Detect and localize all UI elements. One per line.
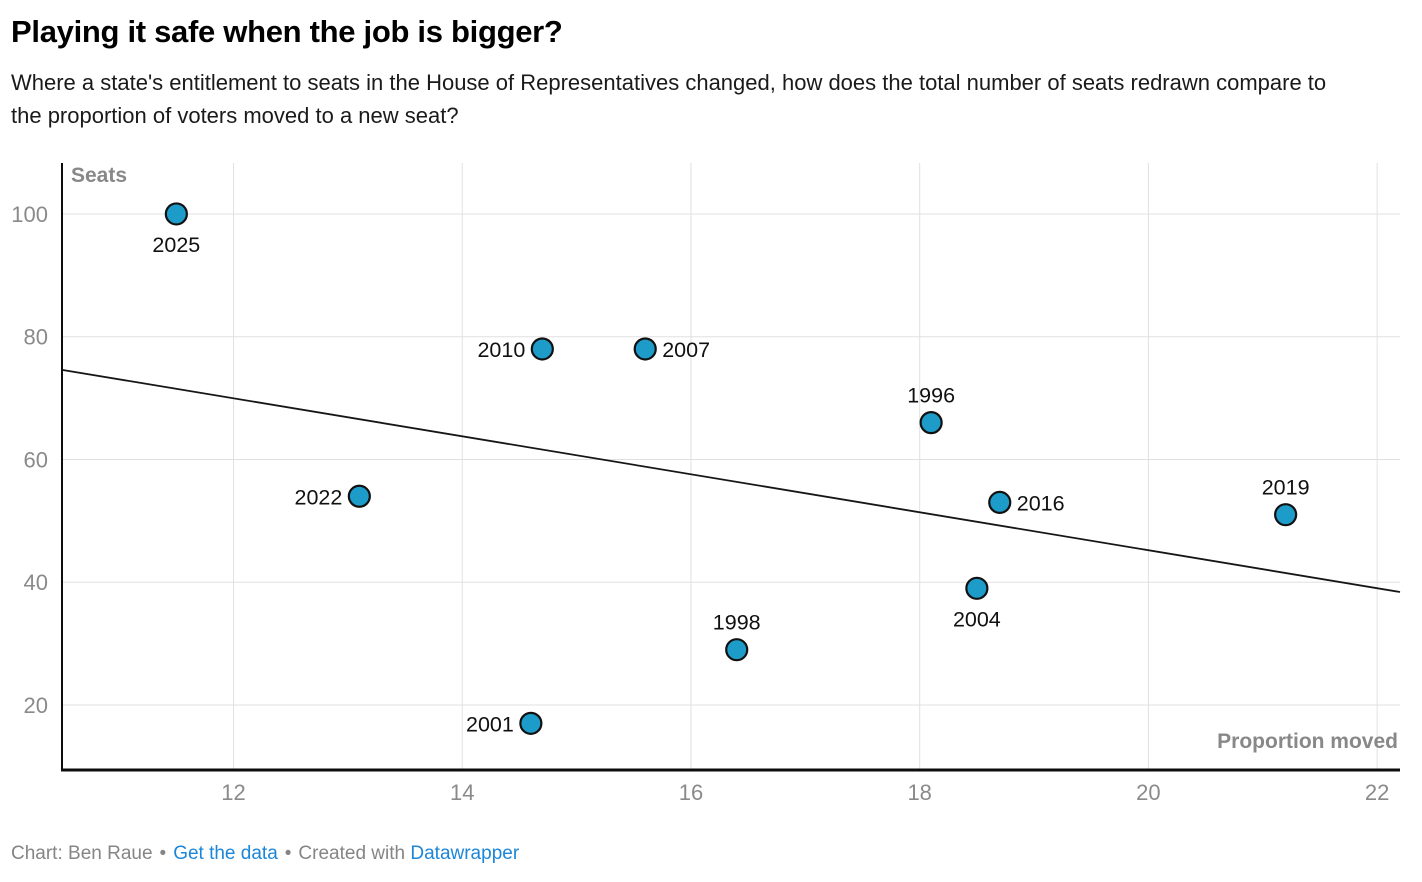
- x-axis-title: Proportion moved: [1217, 730, 1398, 753]
- data-point-2007[interactable]: [633, 337, 657, 361]
- data-point-1998[interactable]: [725, 638, 749, 662]
- x-tick-label: 12: [221, 780, 245, 805]
- x-tick-label: 16: [679, 780, 703, 805]
- credit-text: Chart: Ben Raue: [11, 843, 153, 864]
- y-axis-title: Seats: [71, 164, 127, 187]
- separator-dot: •: [284, 843, 292, 864]
- chart-footer: Chart: Ben Raue • Get the data • Created wit…: [0, 843, 1422, 865]
- x-tick-label: 18: [907, 780, 931, 805]
- separator-dot: •: [159, 843, 167, 864]
- data-point-2001[interactable]: [519, 711, 543, 735]
- point-label-1996: 1996: [907, 384, 955, 408]
- y-tick-label: 60: [24, 447, 48, 472]
- y-tick-label: 20: [24, 693, 48, 718]
- datawrapper-link[interactable]: Datawrapper: [410, 843, 520, 864]
- page-title: Playing it safe when the job is bigger?: [11, 14, 563, 49]
- y-tick-label: 40: [24, 570, 48, 595]
- y-tick-label: 80: [24, 325, 48, 350]
- x-tick-label: 20: [1136, 780, 1160, 805]
- point-label-2001: 2001: [466, 712, 514, 736]
- point-label-1998: 1998: [713, 611, 761, 635]
- data-point-2019[interactable]: [1274, 503, 1298, 527]
- x-tick-label: 14: [450, 780, 474, 805]
- x-tick-label: 22: [1365, 780, 1389, 805]
- point-label-2016: 2016: [1017, 491, 1065, 515]
- data-point-2010[interactable]: [530, 337, 554, 361]
- data-point-1996[interactable]: [919, 411, 943, 435]
- data-point-2025[interactable]: [164, 202, 188, 226]
- created-with-text: Created with: [298, 843, 406, 864]
- point-label-2019: 2019: [1262, 476, 1310, 500]
- data-point-2016[interactable]: [988, 490, 1012, 515]
- trend-line: [61, 368, 1401, 593]
- chart-header: Playing it safe when the job is bigger? …: [0, 0, 1422, 163]
- point-label-2025: 2025: [152, 233, 200, 257]
- y-tick-label: 100: [11, 202, 48, 227]
- data-point-2022[interactable]: [347, 484, 371, 508]
- data-point-2004[interactable]: [965, 576, 989, 600]
- point-label-2010: 2010: [477, 338, 525, 362]
- point-label-2007: 2007: [662, 338, 710, 362]
- point-label-2022: 2022: [294, 485, 342, 509]
- get-data-link[interactable]: Get the data: [173, 843, 278, 864]
- point-label-2004: 2004: [953, 607, 1001, 631]
- chart-subtitle: Where a state's entitlement to seats in …: [11, 70, 1327, 129]
